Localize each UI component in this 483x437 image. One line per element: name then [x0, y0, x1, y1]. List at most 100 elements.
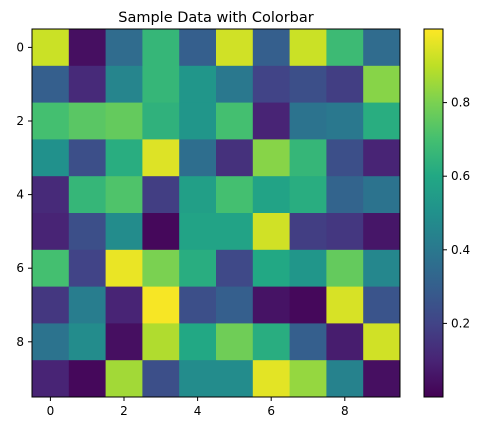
heatmap-cell — [179, 139, 217, 177]
heatmap-cell — [68, 249, 106, 287]
heatmap-cell — [68, 65, 106, 103]
heatmap-cell — [289, 139, 327, 177]
heatmap-cells — [32, 29, 401, 398]
colorbar-tick-label: 0.4 — [451, 243, 470, 257]
colorbar-tick-label: 0.8 — [451, 96, 470, 110]
heatmap-cell — [32, 176, 70, 214]
heatmap-cell — [363, 29, 401, 67]
colorbar-tick-label: 0.6 — [451, 169, 470, 183]
heatmap-cell — [326, 323, 364, 361]
heatmap-cell — [289, 102, 327, 140]
heatmap-cell — [142, 249, 180, 287]
heatmap-cell — [32, 360, 70, 398]
heatmap-cell — [216, 249, 254, 287]
heatmap-cell — [252, 29, 290, 67]
heatmap-cell — [32, 213, 70, 251]
colorbar-tick-label: 0.2 — [451, 316, 470, 330]
heatmap-cell — [142, 102, 180, 140]
heatmap-cell — [68, 286, 106, 324]
heatmap-cell — [326, 249, 364, 287]
heatmap-cell — [216, 65, 254, 103]
heatmap-cell — [216, 360, 254, 398]
heatmap-cell — [142, 65, 180, 103]
heatmap-cell — [32, 286, 70, 324]
heatmap-cell — [68, 213, 106, 251]
heatmap-cell — [252, 102, 290, 140]
x-tick-label: 0 — [47, 404, 55, 418]
heatmap-cell — [326, 102, 364, 140]
heatmap-cell — [68, 323, 106, 361]
heatmap-cell — [105, 286, 143, 324]
heatmap-cell — [68, 102, 106, 140]
heatmap-cell — [68, 176, 106, 214]
heatmap-cell — [252, 360, 290, 398]
heatmap-cell — [363, 139, 401, 177]
heatmap-cell — [142, 286, 180, 324]
heatmap-cell — [216, 286, 254, 324]
heatmap-cell — [179, 360, 217, 398]
heatmap-cell — [289, 360, 327, 398]
heatmap-cell — [105, 360, 143, 398]
y-axis: 0 2 4 6 8 — [16, 40, 32, 349]
chart-title: Sample Data with Colorbar — [118, 10, 314, 26]
heatmap-cell — [105, 29, 143, 67]
heatmap-cell — [179, 249, 217, 287]
heatmap-cell — [179, 176, 217, 214]
heatmap-cell — [252, 323, 290, 361]
heatmap-cell — [289, 213, 327, 251]
heatmap-cell — [252, 286, 290, 324]
heatmap-cell — [68, 29, 106, 67]
heatmap-cell — [105, 102, 143, 140]
heatmap-cell — [105, 65, 143, 103]
y-tick-label: 8 — [16, 335, 24, 349]
heatmap-cell — [216, 29, 254, 67]
heatmap-cell — [326, 176, 364, 214]
heatmap-cell — [142, 176, 180, 214]
heatmap-cell — [363, 249, 401, 287]
heatmap-cell — [363, 323, 401, 361]
heatmap-cell — [363, 286, 401, 324]
x-tick-label: 6 — [267, 404, 275, 418]
heatmap-cell — [216, 102, 254, 140]
heatmap-cell — [142, 139, 180, 177]
colorbar-axis: 0.2 0.4 0.6 0.8 — [443, 96, 470, 330]
heatmap-cell — [179, 102, 217, 140]
heatmap-cell — [32, 65, 70, 103]
heatmap-cell — [289, 176, 327, 214]
heatmap-cell — [142, 323, 180, 361]
heatmap-cell — [68, 360, 106, 398]
heatmap-cell — [179, 213, 217, 251]
heatmap-cell — [252, 249, 290, 287]
heatmap-cell — [252, 213, 290, 251]
heatmap-cell — [179, 286, 217, 324]
heatmap-cell — [105, 249, 143, 287]
y-tick-label: 2 — [16, 114, 24, 128]
heatmap-cell — [363, 65, 401, 103]
heatmap-cell — [179, 323, 217, 361]
heatmap-cell — [326, 213, 364, 251]
heatmap-cell — [105, 323, 143, 361]
heatmap-cell — [326, 360, 364, 398]
heatmap-cell — [216, 139, 254, 177]
heatmap-cell — [326, 29, 364, 67]
y-tick-label: 4 — [16, 188, 24, 202]
heatmap-cell — [32, 323, 70, 361]
heatmap-cell — [32, 29, 70, 67]
heatmap-cell — [326, 286, 364, 324]
x-tick-label: 8 — [341, 404, 349, 418]
heatmap-cell — [216, 213, 254, 251]
heatmap-cell — [142, 29, 180, 67]
heatmap-cell — [289, 65, 327, 103]
heatmap-cell — [32, 139, 70, 177]
heatmap-cell — [252, 176, 290, 214]
heatmap-cell — [289, 249, 327, 287]
heatmap-cell — [252, 65, 290, 103]
heatmap-cell — [326, 139, 364, 177]
heatmap-cell — [363, 213, 401, 251]
heatmap-cell — [105, 176, 143, 214]
heatmap-cell — [216, 323, 254, 361]
heatmap-cell — [179, 29, 217, 67]
heatmap-cell — [105, 139, 143, 177]
x-tick-label: 2 — [120, 404, 128, 418]
